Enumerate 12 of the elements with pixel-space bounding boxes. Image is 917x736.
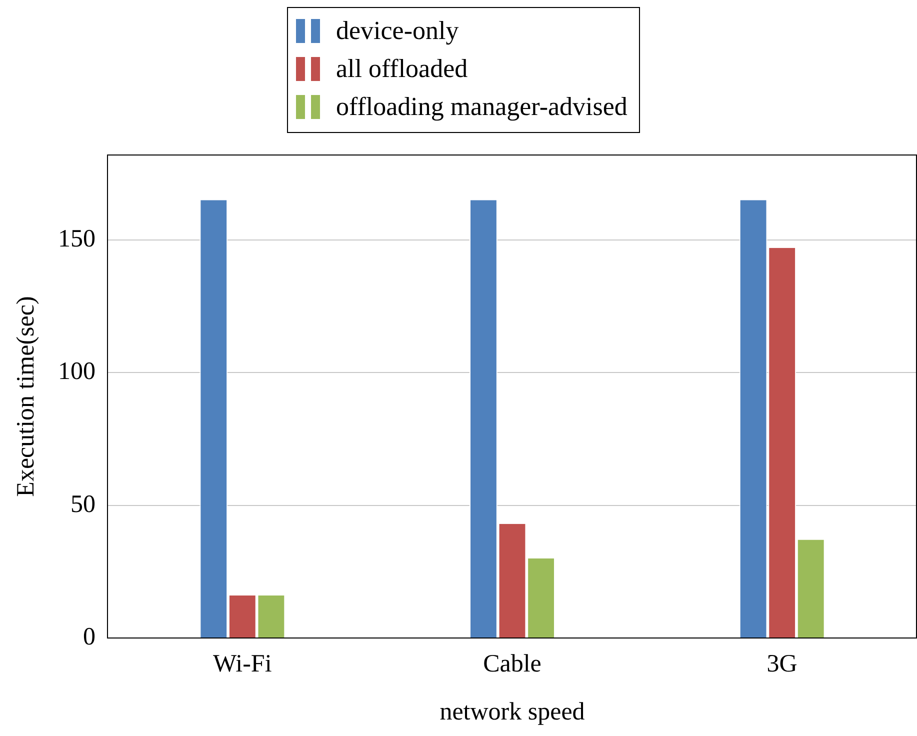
- x-axis-title: network speed: [440, 698, 586, 726]
- y-tick-label: 150: [58, 225, 96, 252]
- legend-label: offloading manager-advised: [336, 92, 628, 122]
- x-tick-label: 3G: [766, 650, 798, 678]
- x-tick-label: Wi-Fi: [213, 650, 272, 678]
- x-tick-label: Cable: [483, 650, 542, 678]
- y-tick-label: 100: [58, 358, 96, 386]
- y-axis-title: Execution time(sec): [12, 296, 40, 497]
- legend-label: all offloaded: [336, 54, 468, 84]
- legend-label: device-only: [336, 16, 459, 46]
- y-tick-label: 50: [70, 490, 96, 518]
- y-tick-label: 0: [83, 624, 96, 651]
